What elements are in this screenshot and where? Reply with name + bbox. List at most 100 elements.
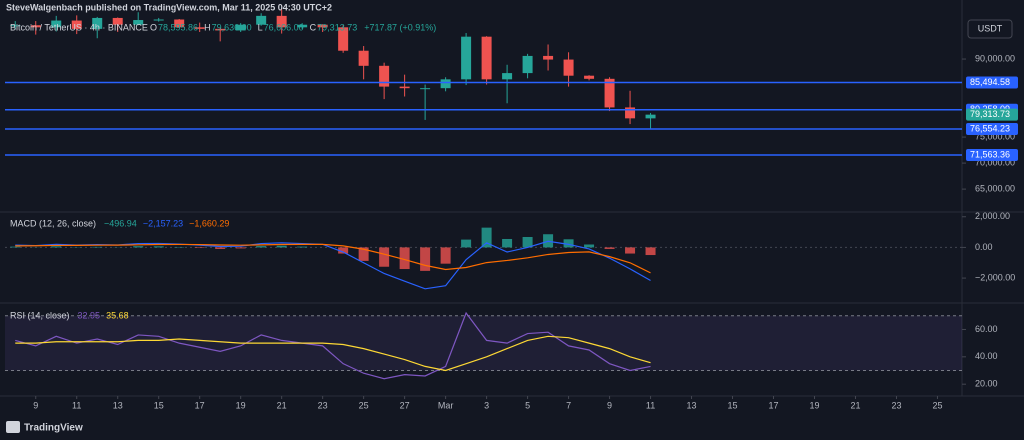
x-tick-label: 23	[891, 400, 901, 410]
legend-value: −2,157.23	[143, 218, 183, 228]
level-label-box	[966, 76, 1018, 89]
y-tick-label: 75,000.00	[975, 131, 1015, 141]
histogram-bar	[297, 246, 308, 248]
legend-value: −496.94	[104, 218, 137, 228]
histogram-bar	[563, 239, 574, 248]
candle-body	[297, 24, 308, 28]
ohlc-key: H	[204, 22, 211, 32]
candle-body	[30, 25, 41, 28]
histogram-bar	[338, 247, 349, 254]
candle-body	[481, 36, 492, 80]
level-label-box	[966, 148, 1018, 161]
x-tick-label: 13	[113, 400, 123, 410]
histogram-bar	[645, 247, 656, 256]
ohlc-value: 79,313.73	[317, 22, 357, 32]
rsi-band	[5, 315, 962, 371]
candle-body	[358, 50, 369, 66]
ohlc-value: +717.87 (+0.91%)	[364, 22, 436, 32]
ohlc-value: 76,606.00	[264, 22, 304, 32]
currency-box	[967, 19, 1013, 39]
histogram-bar	[51, 246, 62, 248]
legend-value: −1,660.29	[189, 218, 229, 228]
y-tick-label: 70,000.00	[975, 157, 1015, 167]
level-label: 76,554.23	[970, 123, 1010, 133]
level-label: 71,563.36	[970, 149, 1010, 159]
x-tick-label: 21	[277, 400, 287, 410]
candle-body	[276, 15, 287, 28]
candle-body	[604, 78, 615, 108]
candle-body	[563, 59, 574, 76]
ohlc-value: 79,636.00	[212, 22, 252, 32]
x-tick-label: 13	[687, 400, 697, 410]
histogram-bar	[358, 247, 369, 261]
x-tick-label: 27	[400, 400, 410, 410]
footer-brand: TradingView	[24, 423, 83, 434]
y-tick-label: 0.00	[975, 242, 993, 252]
histogram-bar	[584, 244, 595, 248]
ohlc-key: O	[150, 22, 157, 32]
y-tick-label: 60.00	[975, 324, 998, 334]
candle-body	[625, 107, 636, 119]
candle-body	[256, 15, 267, 25]
y-tick-label: 20.00	[975, 379, 998, 389]
histogram-bar	[379, 247, 390, 267]
last-price-label: 79,313.73	[970, 109, 1010, 119]
candle-body	[502, 73, 513, 80]
histogram-bar	[481, 227, 492, 248]
candle-body	[338, 27, 349, 51]
publisher: SteveWalgenbach published on TradingView…	[6, 2, 332, 12]
candle-body	[10, 25, 21, 27]
x-tick-label: 11	[72, 400, 81, 410]
x-tick-label: 19	[809, 400, 819, 410]
candle-body	[92, 17, 103, 29]
candle-body	[379, 65, 390, 87]
x-tick-label: 23	[318, 400, 328, 410]
x-tick-label: 5	[525, 400, 530, 410]
currency: USDT	[978, 23, 1003, 33]
histogram-bar	[235, 247, 246, 249]
x-tick-label: 7	[566, 400, 571, 410]
level-label: 85,494.58	[970, 77, 1010, 87]
legend-value: 35.68	[106, 310, 129, 320]
candle-body	[71, 20, 82, 29]
y-tick-label: 40.00	[975, 351, 998, 361]
candle-body	[215, 28, 226, 31]
candle-body	[543, 55, 554, 60]
legend-value: 32.95	[78, 310, 101, 320]
histogram-bar	[625, 247, 636, 254]
candle-body	[420, 88, 431, 90]
x-tick-label: 11	[646, 400, 655, 410]
histogram-bar	[92, 246, 103, 248]
candle-body	[194, 27, 205, 29]
candle-body	[112, 17, 123, 25]
candle-body	[440, 79, 451, 89]
y-tick-label: 90,000.00	[975, 53, 1015, 63]
level-label-box	[966, 122, 1018, 135]
histogram-bar	[604, 247, 615, 249]
candle-body	[461, 36, 472, 80]
symbol-title: Bitcoin / TetherUS · 4h · BINANCE	[10, 22, 148, 32]
candle-body	[645, 114, 656, 119]
candle-body	[153, 19, 164, 21]
histogram-bar	[194, 247, 205, 248]
candle-body	[51, 20, 62, 28]
x-tick-label: 9	[33, 400, 38, 410]
candle-body	[317, 24, 328, 28]
y-tick-label: −2,000.00	[975, 272, 1015, 282]
x-tick-label: 25	[359, 400, 369, 410]
ohlc-value: 78,595.86	[158, 22, 198, 32]
candle-body	[133, 20, 144, 25]
y-tick-label: 65,000.00	[975, 183, 1015, 193]
x-tick-label: 19	[236, 400, 246, 410]
indicator-title: RSI (14, close)	[10, 310, 70, 320]
candle-body	[522, 55, 533, 74]
x-tick-label: 15	[728, 400, 738, 410]
histogram-bar	[10, 246, 21, 248]
histogram-bar	[256, 246, 267, 248]
rsi-line	[15, 311, 651, 380]
candle-body	[174, 19, 185, 28]
indicator-title: MACD (12, 26, close)	[10, 218, 96, 228]
x-tick-label: 9	[607, 400, 612, 410]
macd-line	[15, 243, 651, 274]
